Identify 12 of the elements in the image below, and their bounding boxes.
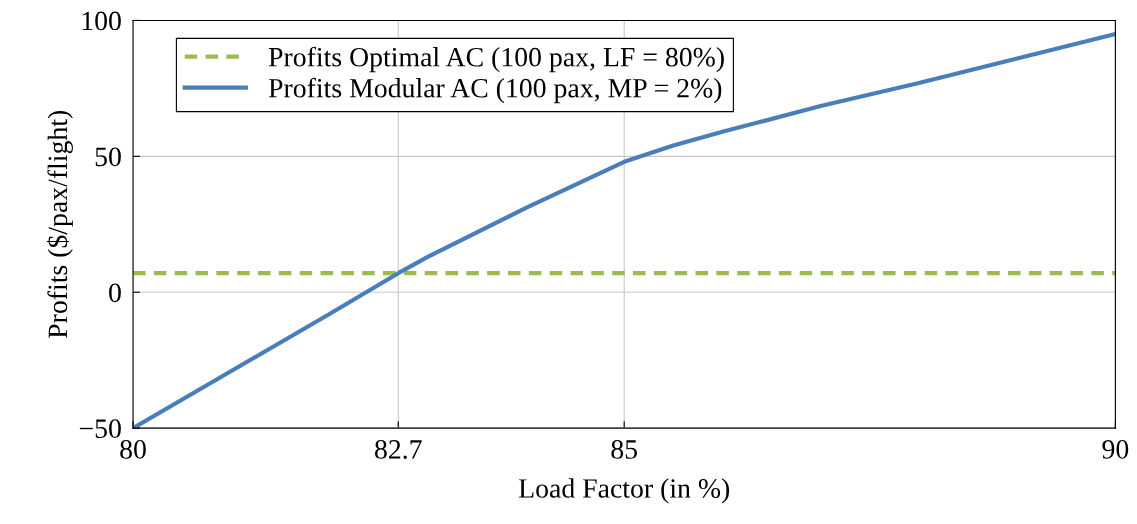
y-tick-label: 100 — [82, 11, 121, 31]
x-tick-label: 90 — [1102, 440, 1129, 459]
y-tick-label: 0 — [109, 283, 121, 303]
legend-label: Profits Modular AC (100 pax, MP = 2%) — [268, 77, 722, 104]
y-tick-label: 50 — [95, 147, 121, 167]
x-tick-label: 85 — [611, 440, 638, 459]
y-axis-title: Profits ($/pax/flight) — [46, 110, 73, 339]
legend-label: Profits Optimal AC (100 pax, LF = 80%) — [268, 46, 724, 73]
y-tick-label: −50 — [79, 419, 121, 439]
x-axis-title: Load Factor (in %) — [518, 478, 730, 504]
x-tick-label: 80 — [120, 440, 146, 459]
x-tick-label: 82.7 — [375, 440, 422, 459]
